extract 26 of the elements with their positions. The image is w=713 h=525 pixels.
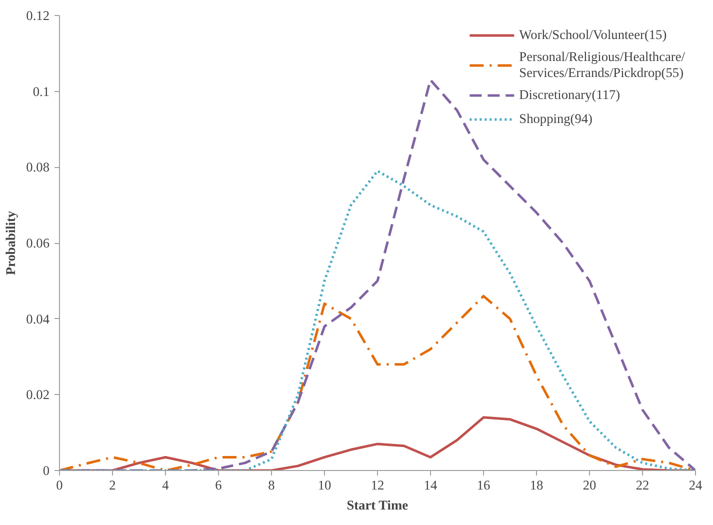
legend-label: Work/School/Volunteer(15): [519, 27, 667, 43]
y-tick-label: 0.06: [26, 236, 50, 250]
x-tick-label: 6: [215, 478, 222, 492]
x-tick-label: 20: [582, 478, 596, 492]
x-tick-label: 24: [688, 478, 702, 492]
y-tick-label: 0.08: [26, 160, 50, 175]
legend-label: Shopping(94): [519, 111, 592, 127]
x-tick-label: 10: [318, 478, 332, 492]
y-tick-label: 0: [42, 463, 50, 478]
x-tick-label: 16: [476, 478, 490, 492]
x-axis-title: Start Time: [346, 498, 408, 512]
y-tick-label: 0.04: [26, 311, 50, 326]
x-tick-label: 2: [109, 478, 116, 492]
x-tick-label: 8: [268, 478, 276, 492]
y-tick-label: 0.12: [26, 8, 50, 23]
x-tick-label: 12: [370, 478, 384, 492]
x-tick-label: 22: [636, 478, 650, 492]
x-tick-label: 4: [162, 478, 170, 492]
legend-label: Personal/Religious/Healthcare/ Services/Errands/Pickdrop(55): [519, 49, 685, 81]
x-tick-label: 18: [530, 478, 544, 492]
legend-label: Discretionary(117): [519, 87, 620, 103]
x-tick-label: 14: [424, 478, 438, 492]
x-tick-label: 0: [56, 478, 64, 492]
y-tick-label: 0.02: [26, 387, 50, 402]
y-tick-label: 0.1: [32, 84, 50, 99]
y-axis-title: Probability: [3, 210, 18, 276]
